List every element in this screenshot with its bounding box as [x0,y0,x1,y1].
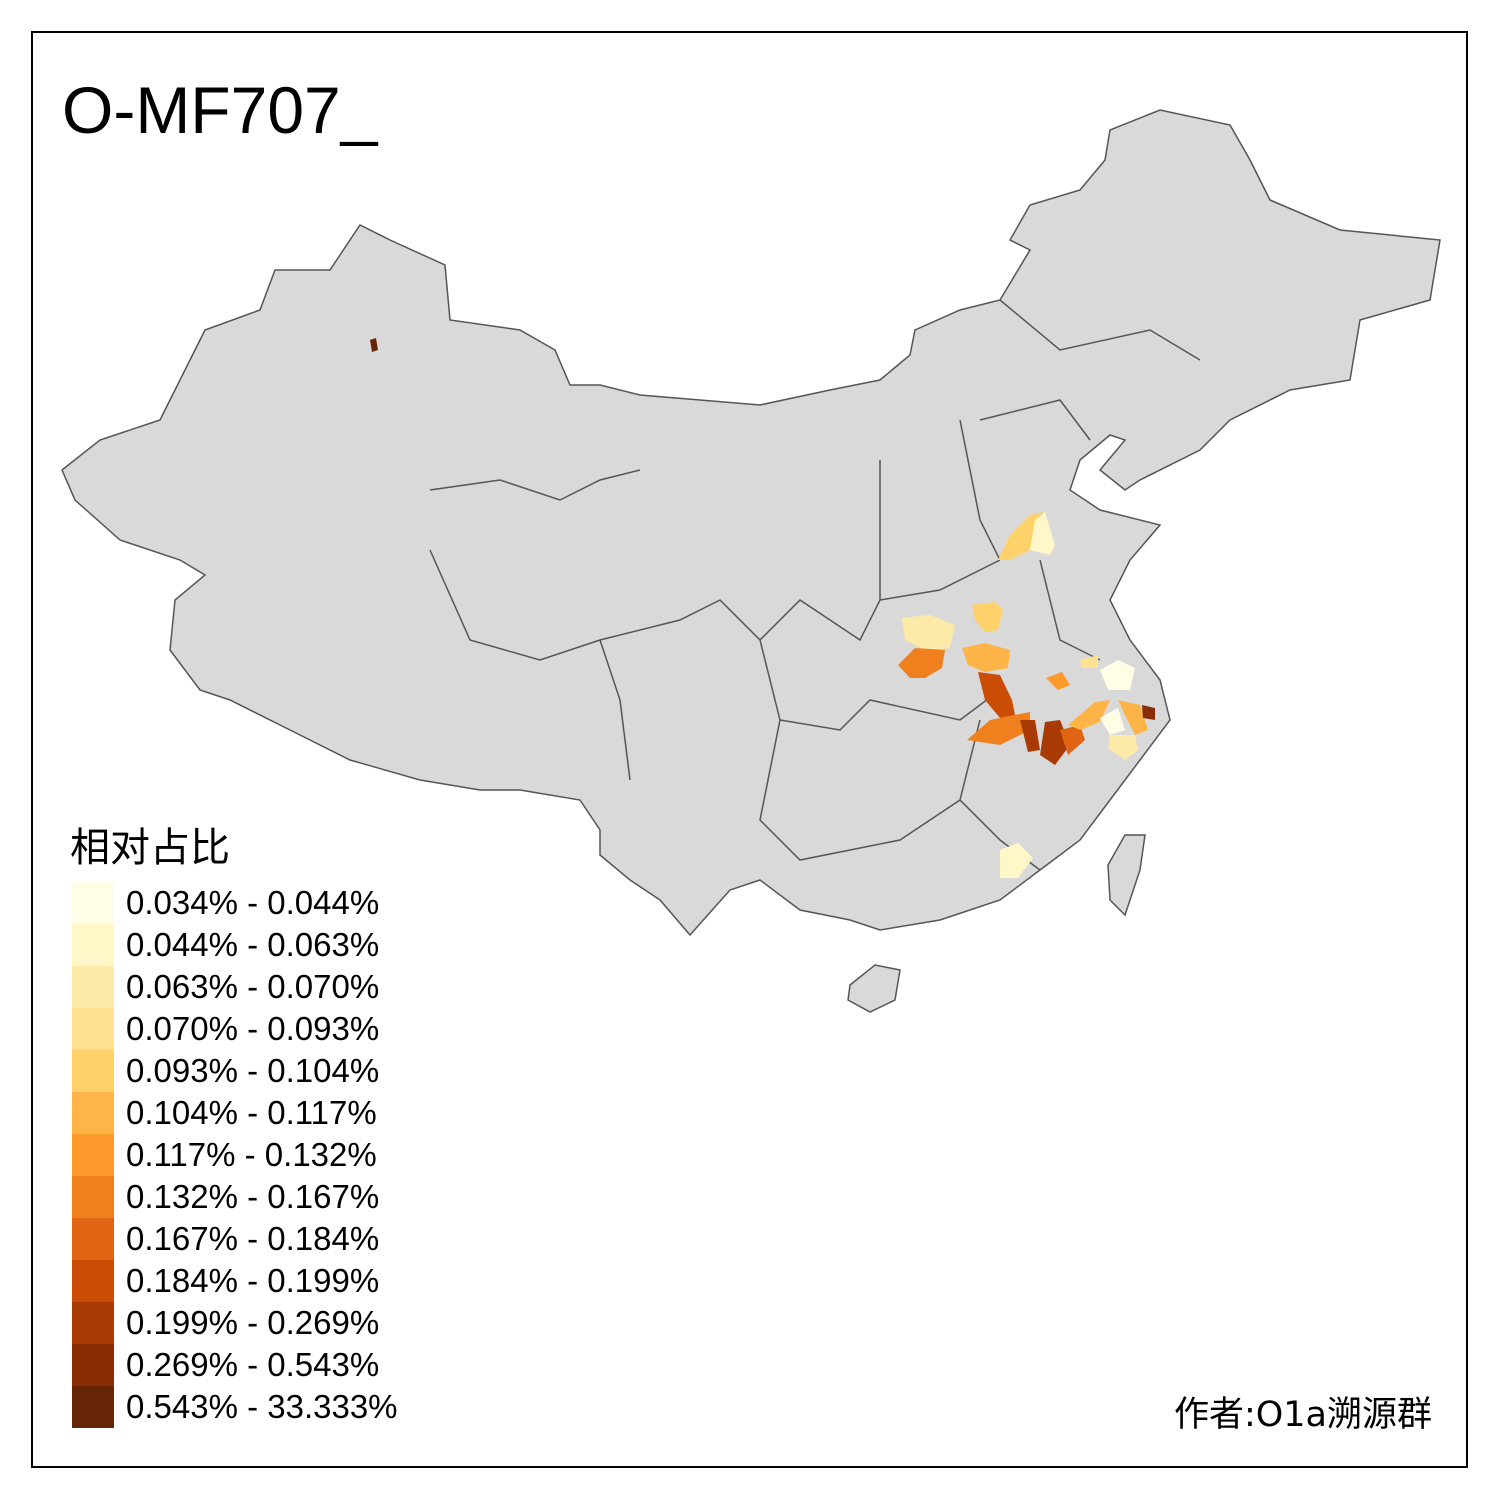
legend-label: 0.543% - 33.333% [126,1388,398,1425]
highlighted-region [1080,655,1098,668]
legend-swatch [72,1386,114,1428]
legend-label: 0.070% - 0.093% [126,1010,380,1047]
legend-item: 0.104% - 0.117% [72,1092,398,1134]
legend-item: 0.117% - 0.132% [72,1134,398,1176]
legend-swatch [72,1134,114,1176]
legend-label: 0.104% - 0.117% [126,1094,377,1131]
legend-item: 0.132% - 0.167% [72,1176,398,1218]
legend-label: 0.044% - 0.063% [126,926,380,963]
legend-label: 0.199% - 0.269% [126,1304,380,1341]
legend-item: 0.044% - 0.063% [72,924,398,966]
legend-swatch [72,924,114,966]
legend-label: 0.093% - 0.104% [126,1052,380,1089]
legend-label: 0.269% - 0.543% [126,1346,380,1383]
legend-item: 0.034% - 0.044% [72,882,398,924]
highlighted-region [1108,735,1138,760]
mainland-region [61,109,1441,937]
highlighted-region [1100,708,1125,735]
legend-item: 0.167% - 0.184% [72,1218,398,1260]
highlighted-region [1068,700,1110,730]
highlighted-region [978,672,1015,718]
legend-swatch [72,1344,114,1386]
highlighted-region [967,712,1030,745]
highlighted-region [902,615,955,650]
legend-label: 0.184% - 0.199% [126,1262,380,1299]
legend-swatch [72,1260,114,1302]
legend-label: 0.167% - 0.184% [126,1220,380,1257]
author-credit: 作者:O1a溯源群 [1173,1395,1432,1435]
legend-item: 0.063% - 0.070% [72,966,398,1008]
highlighted-region [1020,720,1040,752]
highlighted-region [898,648,945,678]
highlighted-region [1046,672,1070,690]
legend-label: 0.063% - 0.070% [126,968,380,1005]
highlighted-region [1100,660,1135,690]
legend: 0.034% - 0.044% 0.044% - 0.063% 0.063% - 0… [72,882,398,1428]
hainan-region [847,964,901,1013]
map-title: O-MF707_ [62,73,378,147]
legend-swatch [72,1008,114,1050]
highlighted-region [1000,843,1033,878]
legend-swatch [72,1176,114,1218]
legend-title: 相对占比 [70,825,230,871]
legend-swatch [72,882,114,924]
highlighted-region [1060,725,1085,755]
legend-item: 0.184% - 0.199% [72,1260,398,1302]
legend-item: 0.093% - 0.104% [72,1050,398,1092]
highlighted-region [1030,512,1055,555]
legend-swatch [72,1302,114,1344]
taiwan-region [1107,834,1146,917]
highlighted-region [962,643,1010,672]
highlighted-region [1142,705,1155,720]
legend-label: 0.132% - 0.167% [126,1178,380,1215]
highlighted-region [370,338,378,352]
legend-item: 0.199% - 0.269% [72,1302,398,1344]
legend-swatch [72,1092,114,1134]
legend-item: 0.269% - 0.543% [72,1344,398,1386]
legend-swatch [72,966,114,1008]
legend-item: 0.070% - 0.093% [72,1008,398,1050]
legend-item: 0.543% - 33.333% [72,1386,398,1428]
highlighted-region [998,512,1045,560]
highlighted-region [1118,700,1148,735]
legend-label: 0.034% - 0.044% [126,884,380,921]
legend-swatch [72,1218,114,1260]
legend-label: 0.117% - 0.132% [126,1136,377,1173]
plot-border [31,31,1468,1468]
legend-swatch [72,1050,114,1092]
highlighted-region [972,602,1003,632]
province-borders [429,299,1201,871]
